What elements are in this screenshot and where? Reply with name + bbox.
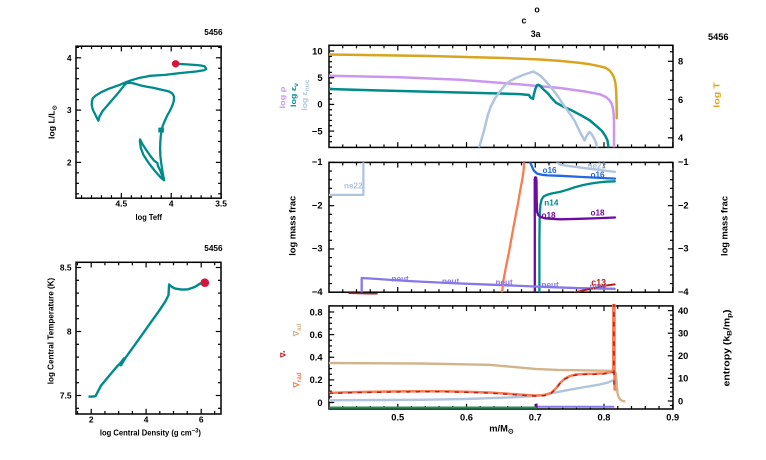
svg-text:0.8: 0.8 bbox=[310, 307, 323, 317]
svg-text:4: 4 bbox=[678, 133, 684, 143]
svg-text:4: 4 bbox=[144, 415, 149, 425]
svg-text:−1: −1 bbox=[312, 157, 323, 167]
svg-text:0.8: 0.8 bbox=[598, 412, 611, 422]
svg-text:−4: −4 bbox=[678, 287, 689, 297]
svg-text:o16: o16 bbox=[591, 170, 606, 179]
svg-text:−5: −5 bbox=[312, 126, 323, 136]
svg-text:2: 2 bbox=[89, 415, 94, 425]
svg-text:5456: 5456 bbox=[204, 244, 223, 253]
svg-text:0.5: 0.5 bbox=[391, 412, 404, 422]
svg-text:log Central Temperature (K): log Central Temperature (K) bbox=[47, 277, 56, 384]
svg-text:3a: 3a bbox=[531, 29, 541, 39]
svg-text:neut: neut bbox=[392, 275, 410, 284]
svg-text:8: 8 bbox=[678, 57, 683, 67]
svg-text:6: 6 bbox=[199, 415, 204, 425]
svg-text:log T: log T bbox=[713, 82, 722, 108]
svg-text:−3: −3 bbox=[312, 244, 323, 254]
svg-text:log mass frac: log mass frac bbox=[720, 196, 730, 256]
svg-text:0.9: 0.9 bbox=[666, 412, 679, 422]
svg-text:4: 4 bbox=[169, 199, 174, 209]
svg-text:c13: c13 bbox=[591, 277, 606, 287]
svg-text:0.6: 0.6 bbox=[460, 412, 473, 422]
svg-text:5456: 5456 bbox=[708, 32, 728, 42]
svg-text:o16: o16 bbox=[543, 166, 558, 175]
svg-text:20: 20 bbox=[678, 351, 688, 361]
svg-text:−3: −3 bbox=[678, 244, 689, 254]
svg-text:0.6: 0.6 bbox=[310, 330, 323, 340]
svg-text:log εnuc: log εnuc bbox=[300, 79, 311, 111]
svg-text:∇*: ∇* bbox=[280, 350, 290, 359]
svg-text:6: 6 bbox=[678, 95, 683, 105]
svg-text:5: 5 bbox=[317, 73, 322, 83]
svg-text:o: o bbox=[534, 5, 540, 15]
svg-text:0.7: 0.7 bbox=[529, 412, 542, 422]
svg-text:ne22: ne22 bbox=[344, 181, 363, 190]
svg-text:3: 3 bbox=[67, 105, 72, 115]
svg-text:7.5: 7.5 bbox=[60, 391, 72, 401]
svg-text:neut: neut bbox=[496, 278, 514, 287]
svg-text:log mass frac: log mass frac bbox=[288, 196, 298, 256]
svg-text:10: 10 bbox=[678, 374, 688, 384]
svg-text:8: 8 bbox=[67, 327, 72, 337]
svg-text:4: 4 bbox=[67, 53, 72, 63]
svg-text:∇rad: ∇rad bbox=[292, 372, 303, 388]
svg-text:neut: neut bbox=[442, 277, 460, 286]
svg-text:10: 10 bbox=[312, 46, 322, 56]
svg-text:0: 0 bbox=[317, 398, 322, 408]
svg-text:n14: n14 bbox=[544, 198, 559, 207]
svg-text:m/M⊙: m/M⊙ bbox=[489, 424, 514, 436]
svg-text:8.5: 8.5 bbox=[60, 263, 72, 273]
svg-text:log ρ: log ρ bbox=[278, 86, 287, 108]
svg-text:3.5: 3.5 bbox=[215, 199, 227, 209]
svg-text:0: 0 bbox=[317, 100, 322, 110]
svg-text:4.5: 4.5 bbox=[116, 199, 128, 209]
svg-text:−2: −2 bbox=[312, 200, 323, 210]
svg-text:log L/L⊙: log L/L⊙ bbox=[47, 105, 59, 139]
svg-text:o18: o18 bbox=[542, 211, 557, 220]
svg-text:30: 30 bbox=[678, 329, 688, 339]
svg-text:0.2: 0.2 bbox=[310, 375, 323, 385]
svg-text:−2: −2 bbox=[678, 200, 689, 210]
svg-text:0.4: 0.4 bbox=[310, 353, 324, 363]
svg-text:c: c bbox=[522, 16, 527, 26]
svg-text:entropy (kB/mp): entropy (kB/mp) bbox=[722, 310, 734, 387]
svg-text:∇ad: ∇ad bbox=[292, 323, 303, 337]
svg-text:log Central Density (g cm−3): log Central Density (g cm−3) bbox=[100, 428, 201, 437]
svg-text:o18: o18 bbox=[591, 208, 606, 217]
svg-text:log εν: log εν bbox=[289, 82, 300, 107]
svg-text:2: 2 bbox=[67, 158, 72, 168]
svg-text:5456: 5456 bbox=[204, 28, 223, 37]
svg-text:−4: −4 bbox=[312, 287, 323, 297]
svg-text:log Teff: log Teff bbox=[136, 213, 163, 222]
svg-text:ne22: ne22 bbox=[588, 161, 607, 170]
svg-text:0: 0 bbox=[678, 396, 683, 406]
svg-text:neut: neut bbox=[590, 282, 608, 291]
svg-text:neut: neut bbox=[542, 280, 560, 289]
svg-text:−1: −1 bbox=[678, 157, 689, 167]
svg-text:40: 40 bbox=[678, 306, 688, 316]
